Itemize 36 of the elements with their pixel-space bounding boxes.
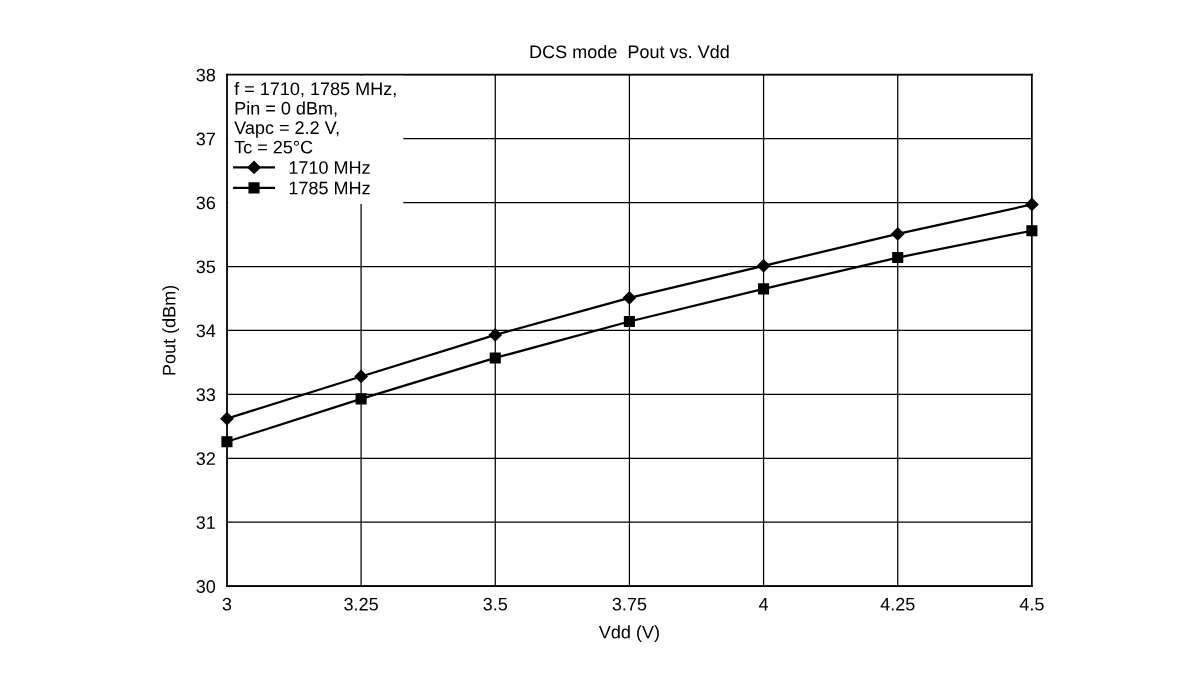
x-axis-title: Vdd (V) xyxy=(598,625,659,643)
y-tick-label: 30 xyxy=(196,580,216,593)
chart-title: DCS mode Pout vs. Vdd xyxy=(530,44,729,59)
point xyxy=(488,328,502,342)
x-tick-label: 3.5 xyxy=(483,597,508,611)
x-tick-label: 3.75 xyxy=(612,597,647,611)
y-tick-label: 32 xyxy=(196,452,215,466)
point xyxy=(355,393,367,405)
point xyxy=(758,283,770,295)
point xyxy=(354,369,368,384)
x-tick-label: 3.25 xyxy=(344,597,378,611)
y-tick-label: 33 xyxy=(196,388,216,402)
point xyxy=(221,436,233,448)
point xyxy=(1025,197,1039,212)
y-tick-label: 35 xyxy=(196,260,216,274)
point xyxy=(892,252,904,264)
point xyxy=(489,352,501,364)
y-tick-label: 36 xyxy=(196,196,216,210)
legend-title: f = 1710, 1785 MHz, Pin = 0 dBm, Vapc = 2.2 V, Tc = 25°C xyxy=(234,81,396,154)
y-tick-label: 38 xyxy=(196,68,216,82)
y-axis-title: Pout (dBm) xyxy=(162,285,180,375)
point xyxy=(622,291,637,305)
legend-label: 1785 MHz xyxy=(289,181,370,195)
x-tick-label: 4.5 xyxy=(1019,597,1044,611)
point xyxy=(623,315,635,328)
x-tick-label: 3 xyxy=(222,597,232,611)
y-tick-label: 31 xyxy=(196,516,215,529)
point xyxy=(756,259,771,273)
point xyxy=(1026,225,1038,237)
legend-label: 1710 MHz xyxy=(289,161,370,174)
y-tick-label: 37 xyxy=(196,132,215,146)
point xyxy=(891,227,905,241)
x-tick-label: 4.25 xyxy=(880,597,915,611)
y-tick-label: 34 xyxy=(196,324,216,338)
point xyxy=(220,412,234,426)
x-tick-label: 4 xyxy=(758,597,769,611)
